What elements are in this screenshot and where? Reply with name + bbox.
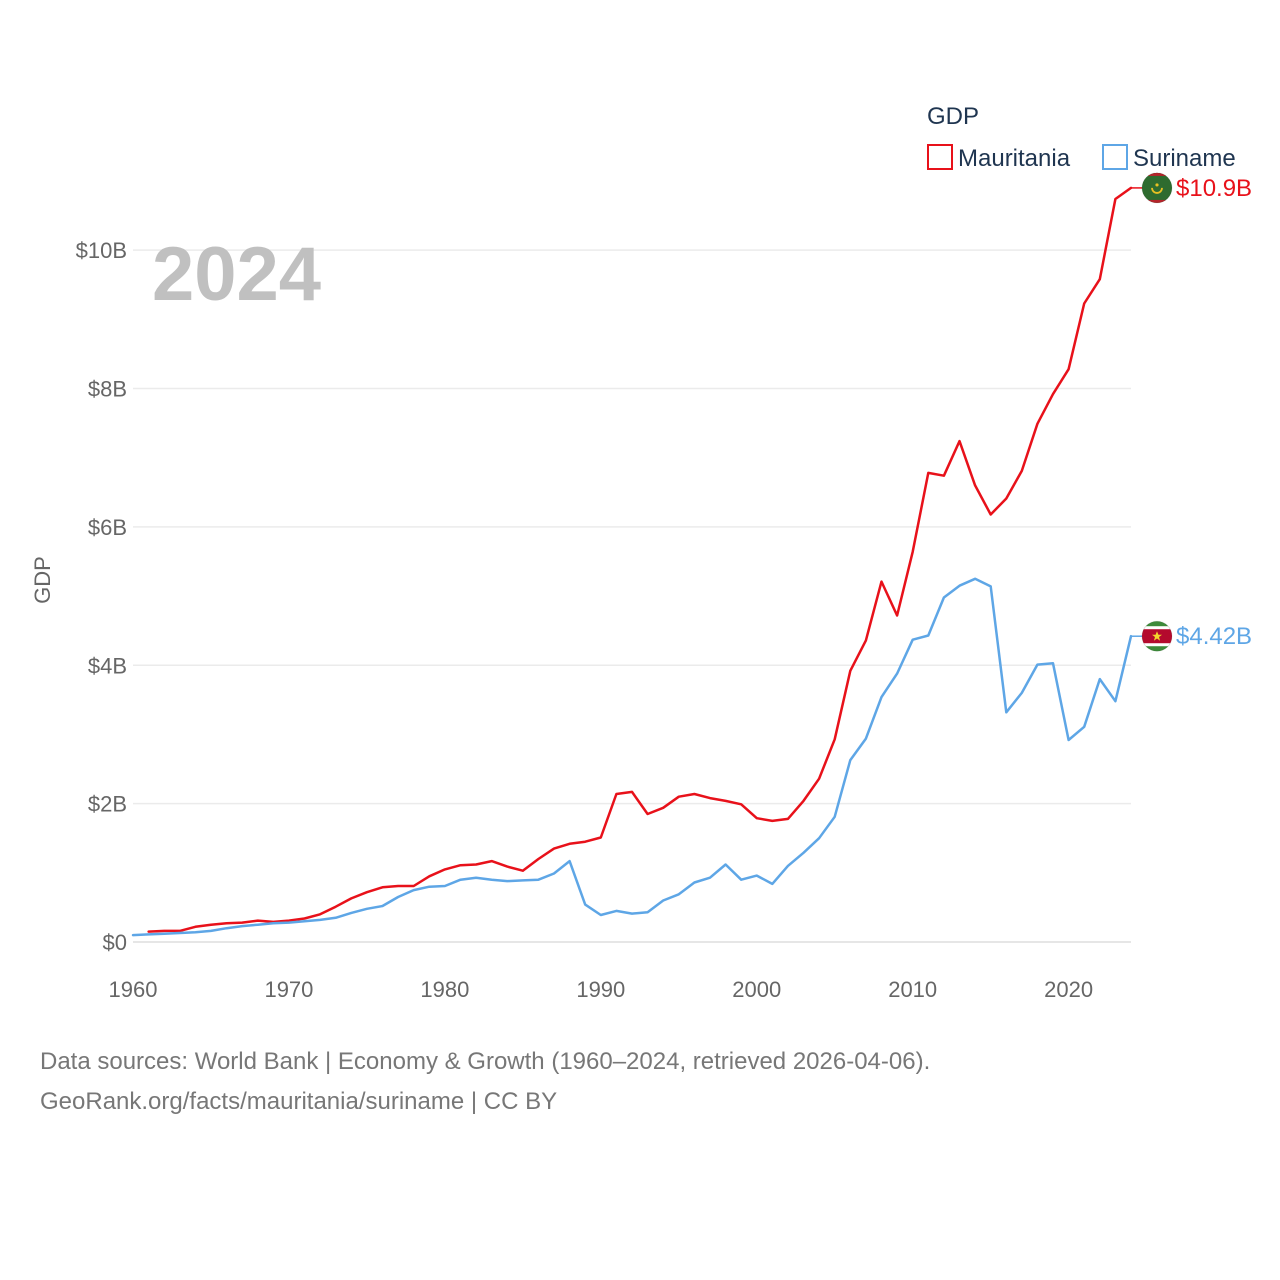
x-tick-label: 1970 — [264, 977, 313, 1002]
x-axis-ticks: 1960 1970 1980 1990 2000 2010 2020 — [109, 977, 1094, 1002]
legend-label-suriname: Suriname — [1133, 145, 1236, 172]
x-tick-label: 1960 — [109, 977, 158, 1002]
legend: GDP Mauritania Suriname — [927, 103, 1236, 172]
series-lines — [131, 186, 1133, 937]
year-label: 2024 — [152, 232, 321, 317]
y-axis-label: GDP — [30, 556, 55, 604]
legend-item-suriname[interactable]: Suriname — [1102, 144, 1236, 172]
source-line-1: Data sources: World Bank | Economy & Gro… — [40, 1048, 931, 1075]
x-tick-label: 2020 — [1044, 977, 1093, 1002]
x-tick-label: 1990 — [576, 977, 625, 1002]
legend-label-mauritania: Mauritania — [958, 145, 1071, 172]
y-axis-ticks: $0 $2B $4B $6B $8B $10B — [76, 238, 127, 955]
legend-item-mauritania[interactable]: Mauritania — [927, 144, 1071, 172]
source-line-2[interactable]: GeoRank.org/facts/mauritania/suriname | … — [40, 1088, 558, 1115]
y-tick-label: $6B — [88, 515, 127, 540]
line-suriname[interactable] — [131, 577, 1133, 937]
y-tick-label: $2B — [88, 792, 127, 817]
data-source-note: Data sources: World Bank | Economy & Gro… — [40, 1042, 930, 1122]
x-tick-label: 1980 — [420, 977, 469, 1002]
x-tick-label: 2000 — [732, 977, 781, 1002]
series-end-markers: $10.9B $4.42B — [1131, 172, 1252, 652]
end-value-label-mauritania: $10.9B — [1176, 175, 1252, 202]
y-tick-label: $10B — [76, 238, 127, 263]
legend-swatch-mauritania — [927, 144, 953, 170]
y-tick-label: $4B — [88, 653, 127, 678]
line-mauritania[interactable] — [147, 186, 1133, 933]
x-tick-label: 2010 — [888, 977, 937, 1002]
mauritania-flag-icon — [1141, 172, 1173, 204]
y-tick-label: $8B — [88, 377, 127, 402]
y-tick-label: $0 — [103, 930, 127, 955]
legend-swatch-suriname — [1102, 144, 1128, 170]
legend-title: GDP — [927, 103, 979, 130]
grid-lines — [133, 249, 1131, 943]
end-value-label-suriname: $4.42B — [1176, 623, 1252, 650]
suriname-flag-icon — [1141, 620, 1173, 652]
